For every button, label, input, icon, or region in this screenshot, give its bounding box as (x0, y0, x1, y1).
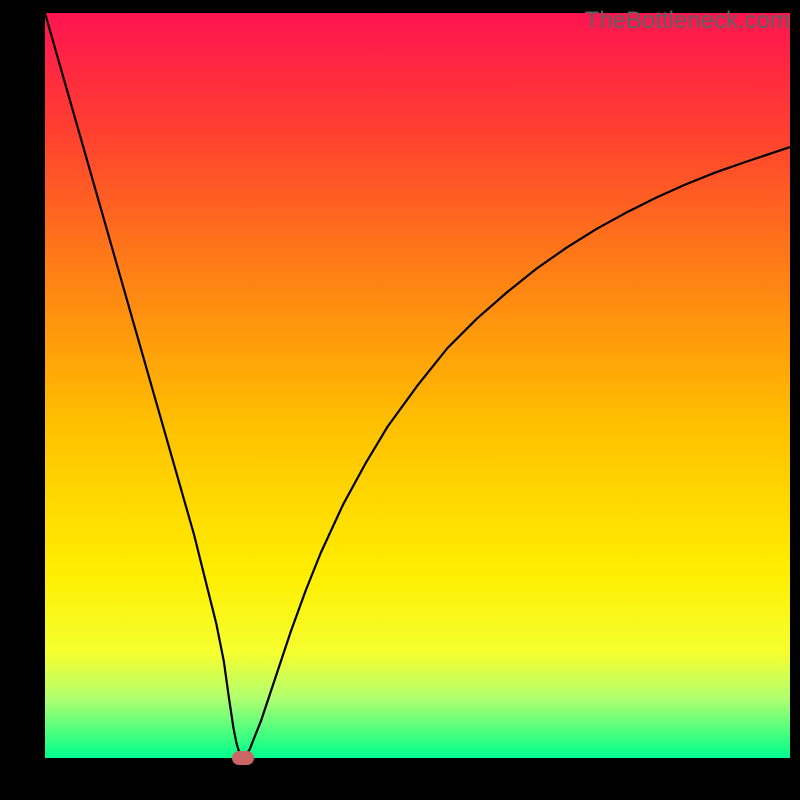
chart-background-gradient (45, 13, 790, 758)
chart-frame: TheBottleneck.com (0, 0, 800, 800)
plot-area (45, 13, 790, 758)
optimal-point-marker (232, 751, 254, 765)
watermark-text: TheBottleneck.com (585, 7, 790, 35)
